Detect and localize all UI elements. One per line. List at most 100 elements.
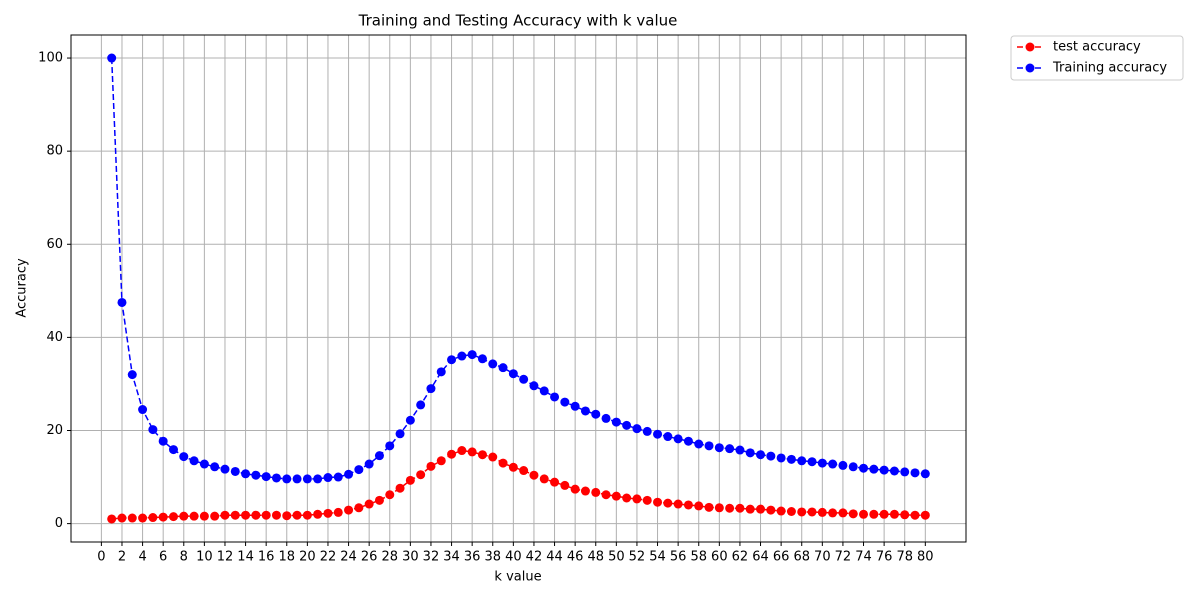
data-point (313, 509, 323, 519)
data-point (199, 511, 209, 521)
data-point (550, 477, 560, 487)
data-point (138, 513, 148, 523)
x-tick-label: 12 (217, 550, 234, 565)
data-point (405, 475, 415, 485)
data-point (828, 508, 838, 518)
data-point (550, 392, 560, 402)
data-point (879, 509, 889, 519)
legend-label: Training accuracy (1052, 61, 1167, 76)
data-point (210, 462, 220, 472)
data-point (817, 458, 827, 468)
data-point (457, 446, 467, 456)
data-point (251, 510, 261, 520)
data-point (416, 470, 426, 480)
data-point (786, 507, 796, 517)
data-point (694, 439, 704, 449)
data-point (467, 447, 477, 457)
data-point (210, 511, 220, 521)
data-point (302, 510, 312, 520)
data-point (220, 464, 230, 474)
data-point (261, 510, 271, 520)
data-point (859, 509, 869, 519)
data-point (766, 451, 776, 461)
data-point (282, 474, 292, 484)
data-point (580, 486, 590, 496)
data-point (127, 513, 137, 523)
x-tick-label: 52 (629, 550, 646, 565)
data-point (642, 495, 652, 505)
data-point (817, 507, 827, 517)
data-point (261, 472, 271, 482)
x-tick-label: 70 (814, 550, 831, 565)
y-tick-label: 60 (46, 237, 63, 252)
x-tick-label: 16 (258, 550, 275, 565)
x-axis-label: k value (494, 570, 541, 585)
data-point (395, 483, 405, 493)
data-point (395, 429, 405, 439)
data-point (745, 504, 755, 514)
x-tick-label: 48 (587, 550, 604, 565)
data-point (374, 451, 384, 461)
data-point (601, 490, 611, 500)
data-point (529, 381, 539, 391)
data-point (786, 454, 796, 464)
data-point (714, 443, 724, 453)
x-tick-label: 56 (670, 550, 687, 565)
data-point (683, 436, 693, 446)
x-tick-label: 26 (361, 550, 378, 565)
data-point (405, 415, 415, 425)
data-point (302, 474, 312, 484)
data-point (354, 465, 364, 475)
x-tick-label: 74 (855, 550, 872, 565)
data-point (889, 509, 899, 519)
data-point (869, 509, 879, 519)
x-tick-label: 10 (196, 550, 213, 565)
data-point (189, 511, 199, 521)
data-point (158, 512, 168, 522)
data-point (632, 424, 642, 434)
x-tick-label: 0 (97, 550, 105, 565)
data-point (611, 417, 621, 427)
data-point (920, 510, 930, 520)
x-tick-label: 14 (237, 550, 254, 565)
data-point (323, 473, 333, 483)
data-point (570, 484, 580, 494)
data-point (838, 508, 848, 518)
legend-box (1010, 35, 1184, 81)
data-point (107, 53, 117, 63)
data-point (539, 386, 549, 396)
data-point (807, 457, 817, 467)
data-point (374, 495, 384, 505)
x-tick-label: 68 (793, 550, 810, 565)
data-point (508, 462, 518, 472)
data-point (498, 458, 508, 468)
data-point (591, 487, 601, 497)
data-point (900, 510, 910, 520)
x-tick-label: 54 (649, 550, 666, 565)
data-point (498, 363, 508, 373)
legend-label: test accuracy (1053, 40, 1141, 55)
data-point (168, 512, 178, 522)
data-point (869, 464, 879, 474)
data-point (735, 503, 745, 513)
data-point (168, 445, 178, 455)
data-point (704, 441, 714, 451)
data-point (107, 514, 117, 524)
data-point (323, 508, 333, 518)
data-point (189, 456, 199, 466)
data-point (179, 452, 189, 462)
data-point (653, 497, 663, 507)
data-point (673, 499, 683, 509)
x-tick-label: 78 (896, 550, 913, 565)
chart-title: Training and Testing Accuracy with k val… (358, 12, 678, 30)
data-point (436, 456, 446, 466)
data-point (756, 504, 766, 514)
data-point (344, 505, 354, 515)
data-point (848, 462, 858, 472)
data-point (560, 397, 570, 407)
data-point (539, 474, 549, 484)
data-point (529, 470, 539, 480)
data-point (230, 466, 240, 476)
data-point (148, 425, 158, 435)
x-tick-label: 36 (464, 550, 481, 565)
